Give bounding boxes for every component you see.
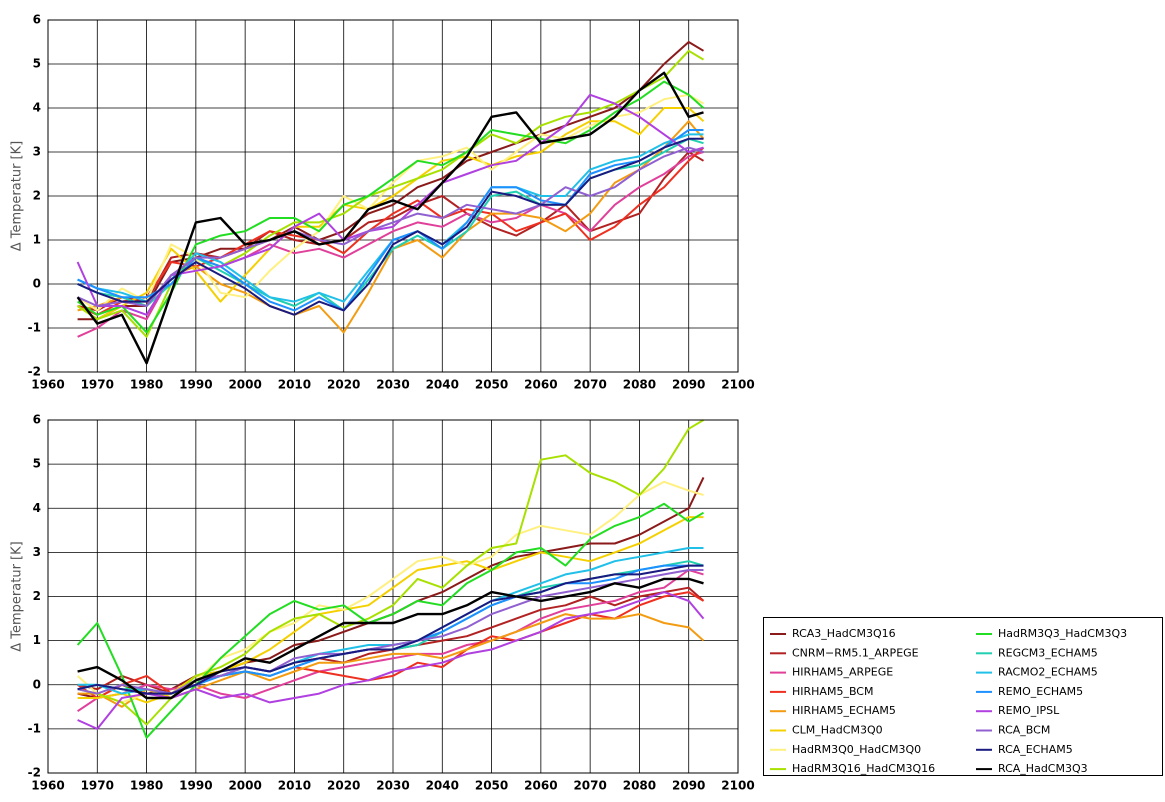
legend-label: REGCM3_ECHAM5	[998, 646, 1098, 659]
y-tick-label: 3	[33, 145, 41, 159]
series-line	[76, 71, 704, 365]
x-tick-label: 1970	[81, 779, 114, 793]
x-tick-label: 2020	[327, 779, 360, 793]
series-line	[77, 151, 705, 312]
y-tick-label: 5	[33, 57, 41, 71]
legend-label: HIRHAM5_BCM	[792, 685, 873, 698]
series-line	[77, 577, 704, 700]
x-tick-label: 2030	[376, 378, 409, 392]
legend-label: REMO_ECHAM5	[998, 685, 1083, 698]
series-line	[77, 107, 705, 321]
legend-label: HadRM3Q16_HadCM3Q16	[792, 762, 935, 775]
legend: RCA3_HadCM3Q16 CNRM−RM5.1_ARPEGE HIRHAM5_A…	[763, 617, 1163, 776]
y-tick-label: 4	[33, 501, 41, 515]
y-tick-label: -2	[28, 365, 41, 379]
y-tick-label: -2	[28, 766, 41, 780]
x-tick-label: 2010	[278, 378, 311, 392]
y-tick-label: 4	[33, 101, 41, 115]
x-tick-label: 2000	[228, 378, 261, 392]
x-tick-label: 2040	[426, 378, 459, 392]
x-tick-label: 2100	[721, 779, 754, 793]
y-axis-label: Δ Temperatur [K]	[10, 141, 25, 251]
x-tick-label: 2100	[721, 378, 754, 392]
y-tick-label: 6	[33, 13, 41, 27]
legend-label: RACMO2_ECHAM5	[998, 666, 1098, 679]
y-tick-label: 0	[33, 277, 41, 291]
x-tick-label: 2090	[672, 378, 705, 392]
series-line	[77, 569, 704, 695]
legend-label: CLM_HadCM3Q0	[792, 724, 883, 737]
y-tick-label: 1	[33, 233, 41, 247]
x-tick-label: 2090	[672, 779, 705, 793]
y-tick-label: 2	[33, 189, 41, 203]
x-tick-label: 2040	[426, 779, 459, 793]
x-tick-label: 1970	[81, 378, 114, 392]
x-tick-label: 1990	[179, 779, 212, 793]
legend-label: CNRM−RM5.1_ARPEGE	[792, 646, 919, 659]
x-tick-label: 2060	[524, 378, 557, 392]
x-tick-label: 2070	[573, 779, 606, 793]
series-line	[77, 80, 705, 334]
series-line	[77, 41, 705, 321]
series-line	[77, 93, 705, 312]
x-tick-label: 2050	[475, 779, 508, 793]
y-tick-label: 3	[33, 545, 41, 559]
y-tick-label: 1	[33, 633, 41, 647]
plot-frame	[47, 19, 739, 373]
series-line	[77, 516, 704, 704]
series-line	[76, 502, 705, 739]
y-tick-label: 6	[33, 413, 41, 427]
x-tick-label: 2060	[524, 779, 557, 793]
legend-label: HIRHAM5_ARPEGE	[792, 666, 893, 679]
legend-label: HadRM3Q3_HadCM3Q3	[998, 627, 1127, 640]
legend-box	[763, 617, 1163, 776]
x-tick-label: 2000	[228, 779, 261, 793]
legend-label: HIRHAM5_ECHAM5	[792, 704, 896, 717]
series-line	[76, 480, 704, 704]
y-tick-label: 5	[33, 457, 41, 471]
legend-label: HadRM3Q0_HadCM3Q0	[792, 743, 921, 756]
x-tick-label: 2020	[327, 378, 360, 392]
x-tick-label: 1980	[130, 779, 163, 793]
series-line	[77, 476, 705, 699]
x-tick-label: 1960	[31, 378, 64, 392]
legend-label: RCA_HadCM3Q3	[998, 762, 1088, 775]
y-tick-label: 0	[33, 677, 41, 691]
y-tick-label: 2	[33, 589, 41, 603]
legend-label: RCA_ECHAM5	[998, 743, 1073, 756]
x-tick-label: 2050	[475, 378, 508, 392]
x-tick-label: 1960	[31, 779, 64, 793]
x-tick-label: 2030	[376, 779, 409, 793]
legend-label: RCA3_HadCM3Q16	[792, 627, 896, 640]
x-tick-label: 1990	[179, 378, 212, 392]
plot-frame	[47, 419, 739, 774]
legend-label: RCA_BCM	[998, 724, 1050, 737]
series-line	[77, 129, 704, 312]
series-line	[77, 137, 704, 316]
y-tick-label: -1	[28, 321, 41, 335]
x-tick-label: 2070	[573, 378, 606, 392]
y-axis-label: Δ Temperatur [K]	[10, 541, 25, 651]
series-line	[77, 419, 705, 726]
series-line	[77, 591, 705, 730]
x-tick-label: 2010	[278, 779, 311, 793]
x-tick-label: 2080	[623, 378, 656, 392]
x-tick-label: 2080	[623, 779, 656, 793]
x-tick-label: 1980	[130, 378, 163, 392]
series-line	[77, 146, 705, 316]
legend-label: REMO_IPSL	[998, 704, 1060, 717]
y-tick-label: -1	[28, 721, 41, 735]
